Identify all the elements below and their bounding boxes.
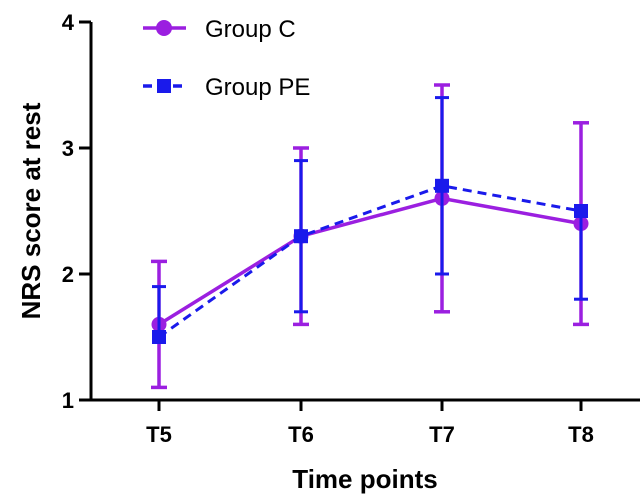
series-group-c [151, 83, 589, 390]
y-tick-label: 2 [62, 262, 74, 287]
legend: Group C Group PE [143, 16, 310, 101]
series-layer [151, 83, 589, 390]
series-line [158, 184, 582, 339]
legend-item: Group C [143, 16, 296, 43]
legend-marker [156, 20, 172, 36]
x-ticks: T5 T6 T7 T8 [146, 400, 594, 447]
x-axis-title: Time points [292, 464, 437, 494]
x-tick-label: T8 [568, 422, 594, 447]
series-group-pe [152, 96, 588, 344]
data-point [574, 204, 588, 218]
x-tick-label: T7 [429, 422, 455, 447]
y-axis-title: NRS score at rest [16, 102, 46, 319]
y-ticks: 1 2 3 4 [62, 10, 91, 413]
x-tick-label: T6 [288, 422, 314, 447]
legend-label: Group PE [205, 74, 310, 101]
legend-marker [157, 79, 171, 93]
legend-item: Group PE [143, 74, 310, 101]
y-tick-label: 3 [62, 136, 74, 161]
x-tick-label: T5 [146, 422, 172, 447]
series-line [158, 196, 582, 326]
data-point [152, 330, 166, 344]
data-point [435, 178, 449, 193]
data-point [294, 229, 308, 244]
legend-label: Group C [205, 16, 296, 43]
axes [89, 22, 640, 402]
y-tick-label: 1 [62, 388, 74, 413]
y-tick-label: 4 [62, 10, 75, 35]
